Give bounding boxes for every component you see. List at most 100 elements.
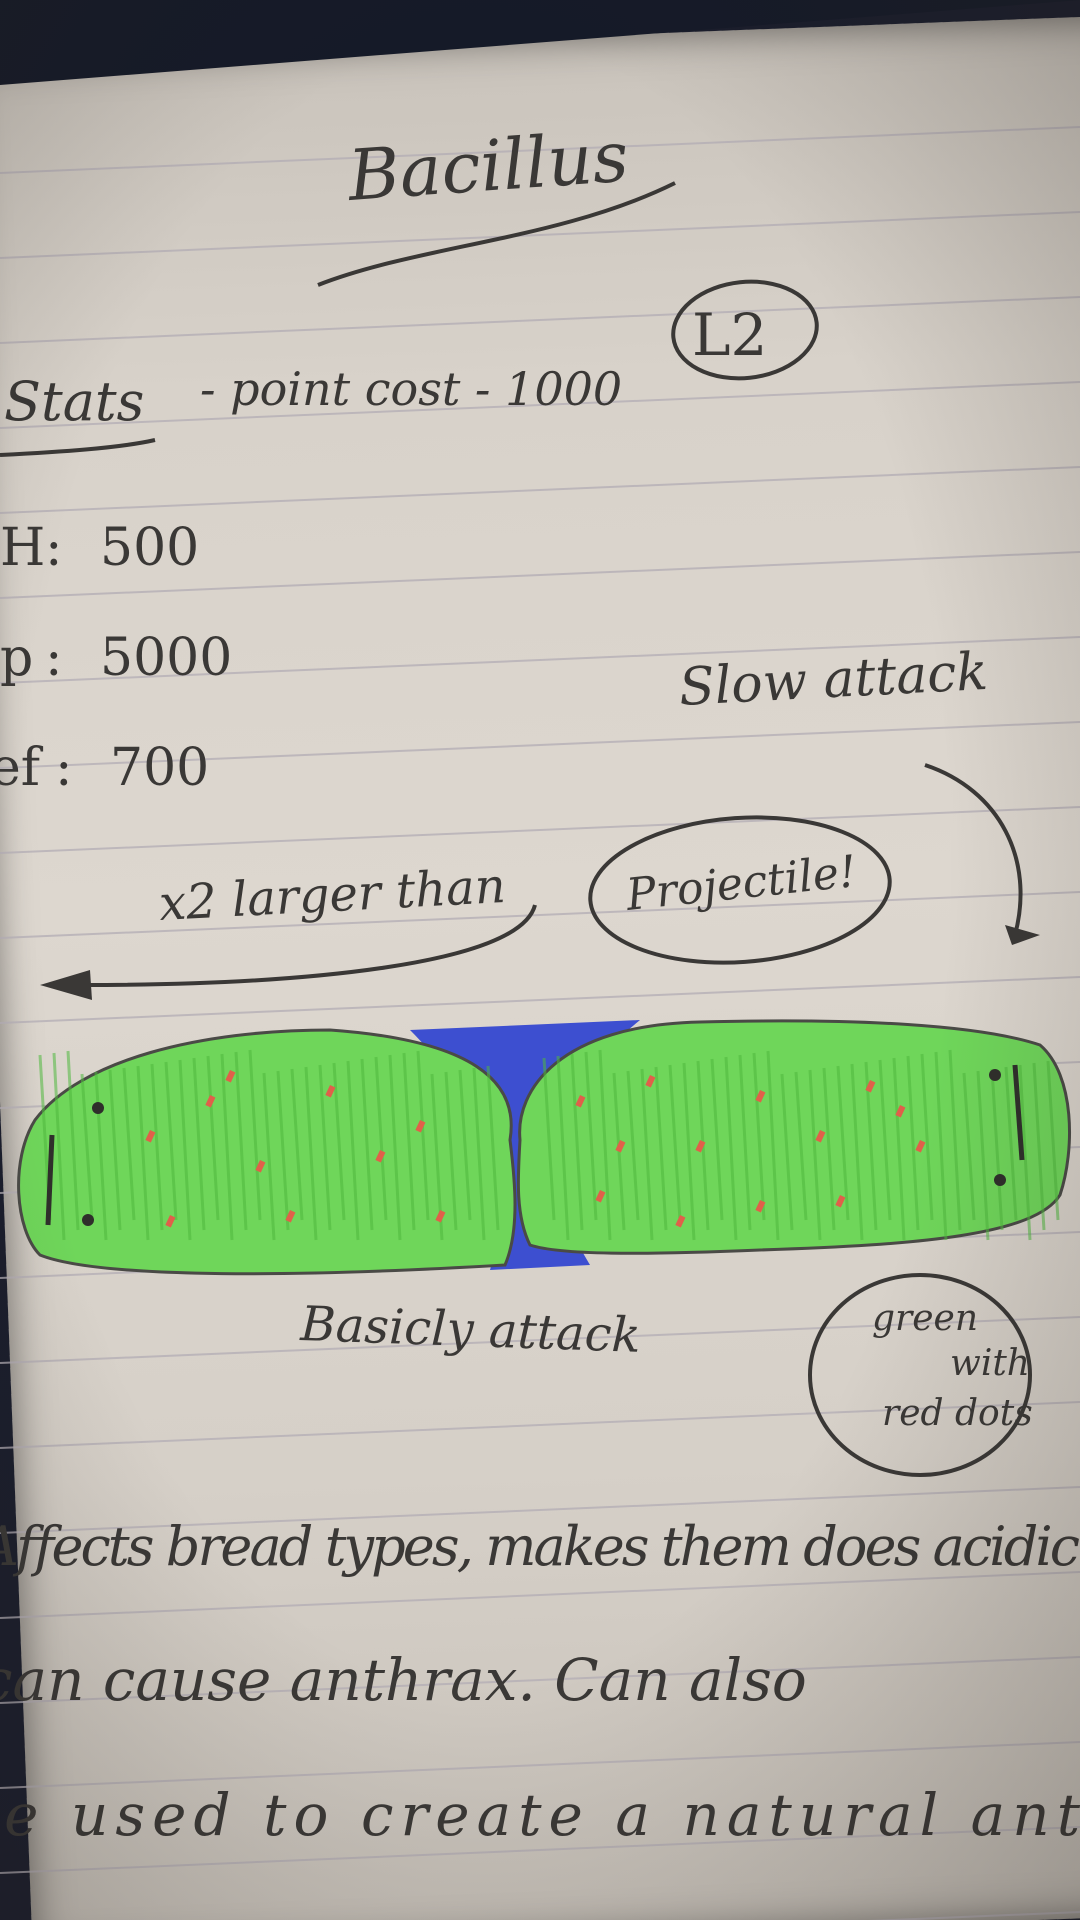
shading-stroke bbox=[304, 1066, 318, 1241]
dark-background-corner bbox=[0, 0, 1080, 85]
shading-stroke bbox=[472, 1067, 486, 1241]
left-end-line bbox=[45, 1134, 55, 1226]
shading-stroke bbox=[668, 1064, 682, 1221]
shading-stroke bbox=[794, 1071, 808, 1221]
shading-stroke bbox=[808, 1069, 822, 1241]
ruled-line bbox=[0, 1571, 1080, 1619]
stat-separator: : bbox=[55, 738, 73, 798]
arrow-head-icon bbox=[40, 970, 92, 1000]
stat-separator: : bbox=[45, 518, 63, 578]
shading-stroke bbox=[66, 1050, 80, 1231]
shading-stroke bbox=[122, 1067, 136, 1221]
shading-stroke bbox=[710, 1058, 724, 1221]
shading-stroke bbox=[108, 1069, 122, 1231]
shading-stroke bbox=[892, 1057, 906, 1241]
shading-stroke bbox=[836, 1065, 850, 1221]
shading-stroke bbox=[360, 1058, 374, 1231]
shading-stroke bbox=[178, 1059, 192, 1241]
shading-stroke bbox=[192, 1057, 206, 1231]
pole-dot bbox=[989, 1069, 1001, 1081]
shading-stroke bbox=[262, 1072, 276, 1241]
shading-stroke bbox=[780, 1073, 794, 1231]
ruled-line bbox=[0, 551, 1080, 599]
shading-stroke bbox=[150, 1063, 164, 1231]
shading-stroke bbox=[318, 1064, 332, 1231]
color-note-line-3: red dots bbox=[882, 1393, 1033, 1434]
stat-label: ef bbox=[0, 738, 44, 798]
pole-dot bbox=[92, 1102, 104, 1114]
shading-stroke bbox=[990, 1068, 1004, 1231]
red-dot bbox=[415, 1120, 426, 1133]
red-dot bbox=[325, 1084, 336, 1098]
shading-stroke bbox=[1046, 1060, 1060, 1221]
shading-stroke bbox=[94, 1071, 108, 1241]
shading-stroke bbox=[682, 1062, 696, 1241]
ruled-line bbox=[0, 1486, 1080, 1534]
shading-stroke bbox=[724, 1056, 738, 1241]
red-dot bbox=[205, 1095, 216, 1108]
bacillus-illustration bbox=[17, 1019, 1072, 1276]
red-dot bbox=[865, 1080, 876, 1093]
shading-stroke bbox=[1004, 1066, 1018, 1221]
shading-stroke bbox=[920, 1053, 934, 1221]
stats-underline bbox=[0, 438, 156, 457]
shading-stroke bbox=[220, 1053, 234, 1241]
shading-stroke bbox=[206, 1055, 220, 1221]
level-badge-circle bbox=[671, 279, 819, 381]
stat-row-ef: ef : 700 bbox=[0, 738, 209, 798]
stats-heading: Stats bbox=[4, 370, 144, 433]
shading-stroke bbox=[752, 1052, 766, 1221]
red-dot bbox=[575, 1095, 586, 1108]
slow-attack-arrow bbox=[924, 763, 1023, 936]
shading-stroke bbox=[52, 1052, 66, 1241]
color-note-line-1: green bbox=[872, 1298, 978, 1339]
shading-stroke bbox=[948, 1049, 962, 1231]
ruled-line bbox=[0, 1826, 1080, 1874]
shading-stroke bbox=[640, 1068, 654, 1241]
ruled-line bbox=[0, 806, 1080, 854]
point-cost: - point cost - 1000 bbox=[200, 362, 622, 416]
shading-stroke bbox=[276, 1070, 290, 1231]
level-badge: L2 bbox=[692, 301, 767, 369]
color-note-line-2: with bbox=[950, 1343, 1030, 1384]
shading-stroke bbox=[556, 1055, 570, 1241]
red-dot bbox=[375, 1149, 386, 1163]
shading-stroke bbox=[878, 1059, 892, 1221]
shading-stroke bbox=[906, 1055, 920, 1231]
shading-stroke bbox=[374, 1056, 388, 1221]
shading-stroke bbox=[962, 1072, 976, 1221]
stat-value: 500 bbox=[100, 518, 199, 578]
red-dot bbox=[615, 1139, 626, 1153]
shading-stroke bbox=[136, 1065, 150, 1241]
shading-stroke bbox=[850, 1063, 864, 1241]
red-dot bbox=[285, 1209, 296, 1223]
cell-shading bbox=[38, 1049, 1060, 1241]
title-underline bbox=[317, 181, 676, 287]
shading-stroke bbox=[570, 1053, 584, 1231]
shading-stroke bbox=[388, 1054, 402, 1241]
red-dot bbox=[145, 1130, 156, 1143]
description-line-3: be used to create a natural ant bbox=[0, 1781, 1080, 1849]
shading-stroke bbox=[234, 1051, 248, 1231]
ruled-line bbox=[0, 891, 1080, 939]
arrow-head-icon bbox=[1005, 925, 1040, 945]
ruled-line bbox=[0, 1401, 1080, 1449]
ruled-line bbox=[0, 1656, 1080, 1704]
stat-value: 5000 bbox=[100, 628, 232, 688]
shading-stroke bbox=[766, 1050, 780, 1241]
red-dot bbox=[755, 1089, 766, 1103]
right-end-line bbox=[1012, 1064, 1025, 1161]
ruled-line bbox=[0, 636, 1080, 684]
stat-value: 700 bbox=[110, 738, 209, 798]
ruled-line bbox=[0, 296, 1080, 344]
red-dot bbox=[675, 1214, 686, 1228]
basic-attack-note: Basicly attack bbox=[299, 1296, 642, 1364]
stat-row-h: H : 500 bbox=[0, 518, 199, 578]
shading-stroke bbox=[598, 1049, 612, 1241]
shading-stroke bbox=[416, 1050, 430, 1221]
stat-row-p: p : 5000 bbox=[0, 628, 232, 688]
shading-stroke bbox=[626, 1070, 640, 1221]
stats-list: H : 500 p : 5000 ef : 700 bbox=[0, 518, 232, 798]
shading-stroke bbox=[584, 1051, 598, 1221]
size-note-arrow bbox=[84, 904, 537, 987]
